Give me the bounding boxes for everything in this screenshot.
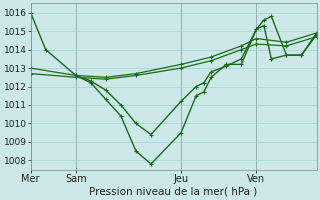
X-axis label: Pression niveau de la mer( hPa ): Pression niveau de la mer( hPa ) xyxy=(90,187,258,197)
